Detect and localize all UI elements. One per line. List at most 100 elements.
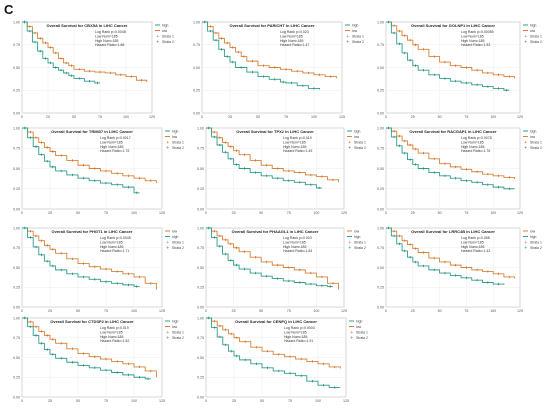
x-tick-label: 75 (104, 211, 108, 215)
y-tick-label: 1.00 (13, 20, 20, 24)
legend-label: low (162, 29, 168, 33)
legend-label: high (162, 23, 169, 27)
legend-label: high (172, 235, 179, 239)
stats-annotation-line: Log Rank p=0.023 (280, 30, 309, 34)
km-plot-panel: 0.00 0.25 0.50 0.75 1.00 0 25 50 75 100 125 Overall… (192, 220, 370, 316)
x-tick-label: 125 (159, 211, 165, 215)
stats-annotation-line: Log Rank p=0.019 (100, 326, 129, 330)
x-tick-label: 125 (341, 309, 347, 313)
y-tick-label: 0.25 (377, 187, 384, 191)
legend-censor-symbol: + (166, 239, 169, 244)
y-tick-label: 1.00 (193, 20, 200, 24)
survival-curve-low (386, 227, 516, 279)
legend-censor-symbol: + (166, 329, 169, 334)
y-tick-label: 0.50 (377, 66, 384, 70)
chart-title: Overall Survival for TPX2 in LIHC Cancer (236, 129, 314, 134)
stats-annotation-line: Hazard Ratio=1.91 (284, 339, 313, 343)
y-tick-label: 0.00 (193, 111, 200, 115)
km-plot-svg: 0.00 0.25 0.50 0.75 1.00 0 25 50 75 100 125 Overall… (13, 316, 184, 403)
y-tick-label: 0.25 (377, 286, 384, 290)
y-tick-label: 0.75 (13, 246, 20, 250)
legend-label: Strata 2 (530, 146, 542, 150)
x-tick-label: 50 (438, 115, 442, 119)
legend-censor-symbol: + (524, 239, 527, 244)
km-plot-panel: 0.00 0.25 0.50 0.75 1.00 0 25 50 75 100 125 Overall… (372, 120, 546, 218)
x-tick-label: 125 (149, 115, 155, 119)
x-tick-label: 0 (21, 309, 23, 313)
y-tick-label: 1.00 (377, 126, 384, 130)
stats-annotation-line: Low Num=185 (100, 240, 123, 244)
legend-label: low (352, 29, 358, 33)
legend-label: Strata 2 (172, 246, 184, 250)
legend-censor-symbol: + (346, 33, 349, 38)
y-tick-label: 0.75 (377, 147, 384, 151)
chart-title: Overall Survival for PARICHT in LIHC Can… (229, 23, 315, 28)
stats-annotation-line: High Num=185 (283, 245, 306, 249)
legend-censor-symbol: + (156, 33, 159, 38)
km-plot-svg: 0.00 0.25 0.50 0.75 1.00 0 25 50 75 100 125 Overall… (13, 226, 184, 313)
y-tick-label: 0.50 (197, 266, 204, 270)
legend-censor-symbol: + (166, 245, 169, 250)
km-plot-svg: 0.00 0.25 0.50 0.75 1.00 0 25 50 75 100 125 Overall… (197, 126, 366, 215)
x-tick-label: 25 (232, 211, 236, 215)
x-tick-label: 25 (46, 115, 50, 119)
legend-label: high (352, 23, 359, 27)
legend-label: Strata 1 (162, 34, 174, 38)
y-tick-label: 0.50 (197, 167, 204, 171)
x-tick-label: 100 (131, 399, 137, 403)
km-plot-panel: 0.00 0.25 0.50 0.75 1.00 0 25 50 75 100 125 Overall… (8, 14, 178, 122)
km-plot-svg: 0.00 0.25 0.50 0.75 1.00 0 25 50 75 100 125 Overall… (377, 20, 542, 119)
y-tick-label: 0.50 (197, 356, 204, 360)
legend-censor-symbol: + (524, 145, 527, 150)
y-tick-label: 1.00 (377, 20, 384, 24)
chart-title: Overall Survival for CENPQ in LIHC Cance… (235, 319, 317, 324)
x-tick-label: 100 (315, 399, 321, 403)
x-tick-label: 0 (205, 211, 207, 215)
y-tick-label: 0.00 (13, 207, 20, 211)
x-tick-label: 125 (517, 309, 523, 313)
x-tick-label: 125 (517, 115, 523, 119)
figure-panel-letter: C (4, 2, 14, 17)
legend-label: low (172, 325, 178, 329)
y-tick-label: 0.00 (377, 207, 384, 211)
stats-annotation-line: Log Rank p=0.058 (461, 236, 490, 240)
y-tick-label: 1.00 (13, 126, 20, 130)
x-tick-label: 25 (411, 309, 415, 313)
x-tick-label: 100 (313, 309, 319, 313)
survival-curve-high (386, 227, 505, 285)
y-tick-label: 0.00 (13, 111, 20, 115)
legend-label: high (354, 235, 361, 239)
x-tick-label: 50 (72, 115, 76, 119)
km-plot-panel: 0.00 0.25 0.50 0.75 1.00 0 25 50 75 100 125 Overall… (8, 120, 188, 218)
stats-annotation-line: Low Num=185 (283, 240, 306, 244)
x-tick-label: 75 (104, 309, 108, 313)
x-tick-label: 0 (385, 115, 387, 119)
x-tick-label: 50 (260, 399, 264, 403)
stats-annotation-line: Low Num=185 (100, 330, 123, 334)
legend-label: Strata 1 (172, 330, 184, 334)
legend-label: Strata 2 (162, 40, 174, 44)
km-plot-panel: 0.00 0.25 0.50 0.75 1.00 0 25 50 75 100 125 Overall… (192, 120, 370, 218)
stats-annotation-line: Log Rank p=0.0017 (100, 136, 131, 140)
stats-annotation-line: Hazard Ratio=1.49 (283, 149, 312, 153)
legend-label: low (354, 229, 360, 233)
x-tick-label: 25 (48, 399, 52, 403)
y-tick-label: 0.75 (13, 336, 20, 340)
y-tick-label: 1.00 (197, 316, 204, 320)
km-plot-svg: 0.00 0.25 0.50 0.75 1.00 0 25 50 75 100 125 Overall… (197, 226, 366, 313)
chart-title: Overall Survival for CTDSP2 in LIHC Canc… (50, 319, 134, 324)
x-tick-label: 50 (76, 399, 80, 403)
km-plot-svg: 0.00 0.25 0.50 0.75 1.00 0 25 50 75 100 125 Overall… (197, 316, 368, 403)
x-tick-label: 100 (131, 309, 137, 313)
y-tick-label: 0.25 (377, 89, 384, 93)
stats-annotation-line: Hazard Ratio=1.68 (95, 43, 124, 47)
x-tick-label: 125 (343, 399, 349, 403)
y-tick-label: 0.75 (197, 147, 204, 151)
x-tick-label: 50 (76, 211, 80, 215)
x-tick-label: 125 (159, 399, 165, 403)
y-tick-label: 0.25 (13, 286, 20, 290)
legend-label: Strata 1 (356, 330, 368, 334)
km-plot-svg: 0.00 0.25 0.50 0.75 1.00 0 25 50 75 100 125 Overall… (377, 226, 542, 313)
y-tick-label: 0.50 (13, 66, 20, 70)
km-plot-svg: 0.00 0.25 0.50 0.75 1.00 0 25 50 75 100 125 Overall… (193, 20, 364, 119)
